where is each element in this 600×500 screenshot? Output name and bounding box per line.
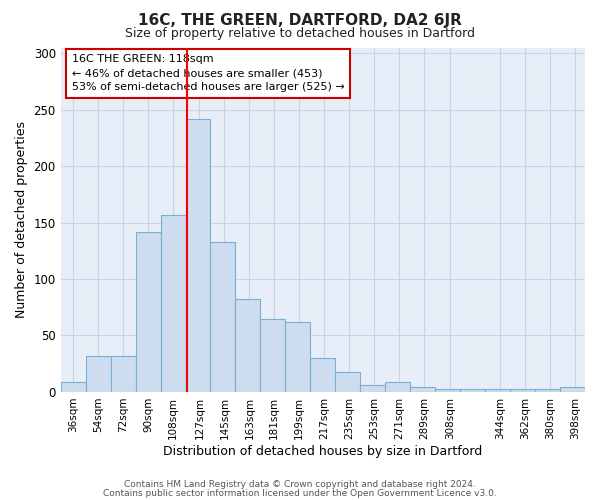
Bar bbox=[110, 356, 136, 392]
Bar bbox=[136, 232, 161, 392]
Bar bbox=[385, 382, 410, 392]
Bar bbox=[86, 356, 110, 392]
Bar bbox=[510, 388, 535, 392]
Text: Contains public sector information licensed under the Open Government Licence v3: Contains public sector information licen… bbox=[103, 488, 497, 498]
Bar bbox=[535, 388, 560, 392]
Bar bbox=[410, 388, 435, 392]
Bar bbox=[260, 318, 286, 392]
Bar bbox=[435, 388, 460, 392]
Bar bbox=[286, 322, 310, 392]
Bar bbox=[560, 388, 585, 392]
Bar bbox=[485, 388, 510, 392]
Bar bbox=[235, 300, 260, 392]
Bar bbox=[185, 118, 211, 392]
Text: 16C, THE GREEN, DARTFORD, DA2 6JR: 16C, THE GREEN, DARTFORD, DA2 6JR bbox=[138, 12, 462, 28]
Text: Contains HM Land Registry data © Crown copyright and database right 2024.: Contains HM Land Registry data © Crown c… bbox=[124, 480, 476, 489]
Text: Size of property relative to detached houses in Dartford: Size of property relative to detached ho… bbox=[125, 28, 475, 40]
Bar bbox=[460, 388, 485, 392]
Bar bbox=[161, 214, 185, 392]
Bar bbox=[211, 242, 235, 392]
Bar bbox=[310, 358, 335, 392]
Bar bbox=[61, 382, 86, 392]
X-axis label: Distribution of detached houses by size in Dartford: Distribution of detached houses by size … bbox=[163, 444, 482, 458]
Text: 16C THE GREEN: 118sqm
← 46% of detached houses are smaller (453)
53% of semi-det: 16C THE GREEN: 118sqm ← 46% of detached … bbox=[72, 54, 344, 92]
Y-axis label: Number of detached properties: Number of detached properties bbox=[15, 121, 28, 318]
Bar bbox=[335, 372, 360, 392]
Bar bbox=[360, 385, 385, 392]
